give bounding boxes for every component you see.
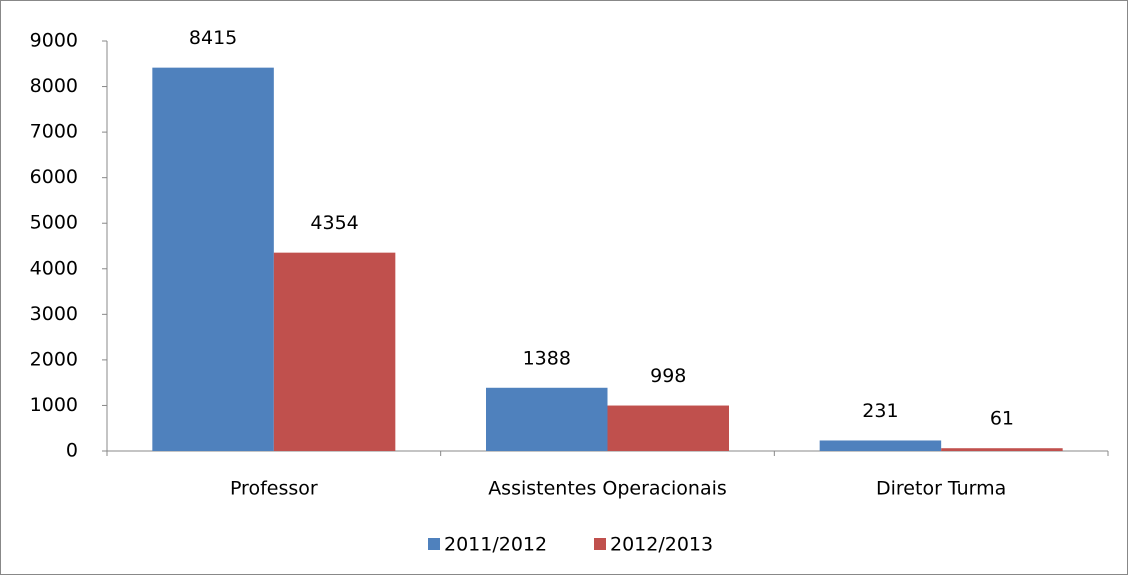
bar [607,405,729,451]
x-tick-label: Professor [230,478,318,500]
x-tick-label: Assistentes Operacionais [488,478,727,500]
y-tick-label: 0 [66,440,78,462]
value-label: 61 [990,408,1014,430]
y-tick-label: 5000 [30,212,78,234]
bar [819,440,942,451]
y-tick-label: 8000 [30,75,78,97]
bar [152,67,274,452]
y-tick-label: 4000 [30,257,78,279]
value-label: 998 [650,365,686,387]
y-tick-label: 7000 [30,121,78,143]
legend-swatch [428,538,440,550]
value-label: 1388 [523,347,571,369]
y-tick-label: 1000 [30,394,78,416]
y-tick-label: 6000 [30,166,78,188]
bar [941,448,1063,451]
y-tick-label: 2000 [30,348,78,370]
bar [486,387,608,451]
legend-label: 2011/2012 [444,534,547,556]
value-label: 231 [862,400,898,422]
legend-swatch [594,538,606,550]
legend-label: 2012/2013 [610,534,713,556]
value-label: 8415 [189,27,237,49]
value-label: 4354 [310,212,358,234]
y-tick-label: 3000 [30,303,78,325]
bar [273,252,396,451]
x-tick-label: Diretor Turma [876,478,1006,500]
y-tick-label: 9000 [30,30,78,52]
